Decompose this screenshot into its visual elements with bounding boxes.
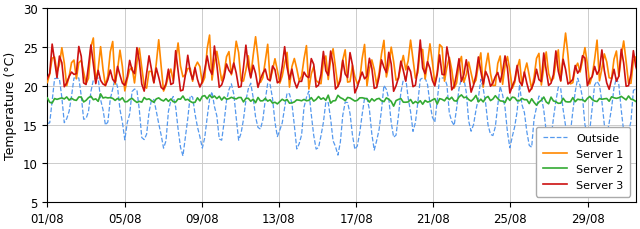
Outside [44,123,51,125]
Server 3 [497,81,504,84]
Server 2 [305,100,313,102]
Outside [545,138,552,141]
Outside [625,132,632,134]
Server 2 [569,97,577,100]
Server 2 [545,103,552,106]
Line: Server 2: Server 2 [47,95,640,107]
Server 3 [44,78,51,81]
Server 1 [497,55,504,58]
Server 3 [569,79,577,82]
Line: Outside: Outside [47,79,640,156]
Server 1 [44,82,51,85]
Server 2 [625,95,632,98]
Line: Server 3: Server 3 [47,41,640,94]
Server 3 [303,76,310,78]
Server 1 [569,82,577,85]
Server 1 [625,83,632,85]
Outside [569,110,577,113]
Y-axis label: Temperature (°C): Temperature (°C) [4,52,17,160]
Line: Server 1: Server 1 [47,34,640,92]
Server 1 [562,33,570,35]
Outside [307,114,315,116]
Server 2 [44,97,51,100]
Server 2 [390,105,397,108]
Outside [499,94,506,97]
Server 1 [305,88,313,91]
Server 3 [506,92,514,95]
Server 1 [344,81,351,84]
Server 2 [499,100,506,103]
Server 3 [545,85,552,87]
Server 2 [97,93,104,96]
Server 1 [160,90,168,93]
Outside [346,113,354,115]
Server 3 [417,39,424,42]
Server 3 [625,85,632,88]
Legend: Outside, Server 1, Server 2, Server 3: Outside, Server 1, Server 2, Server 3 [536,127,630,197]
Outside [179,155,187,158]
Server 1 [542,51,550,54]
Outside [53,77,61,80]
Server 2 [344,97,351,99]
Server 3 [341,73,349,76]
